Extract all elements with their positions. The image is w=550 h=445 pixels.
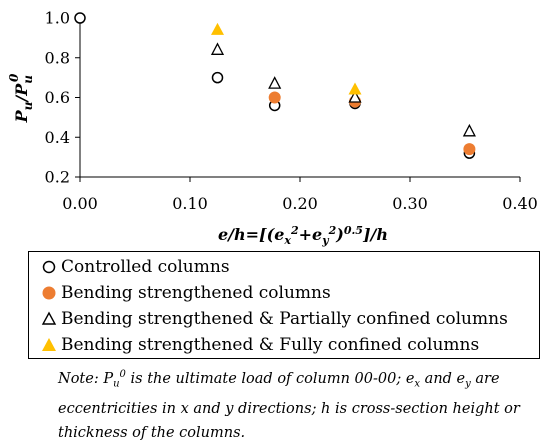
x-axis-title: e/h=[(ex2+ey2)0.5]/h <box>218 224 388 247</box>
legend-item-partially-confined: Bending strengthened & Partially confine… <box>29 306 539 332</box>
point-circle-filled <box>463 143 476 156</box>
point-triangle-open <box>348 90 362 103</box>
legend: Controlled columns Bending strengthened … <box>28 251 540 359</box>
point-circle-filled <box>268 91 281 104</box>
x-tick-labels: 0.00 0.10 0.20 0.30 0.40 <box>62 194 538 213</box>
x-tick-label: 0.00 <box>62 194 98 213</box>
x-tick-label: 0.10 <box>172 194 208 213</box>
y-axis-title: Pu/Pu0 <box>7 73 35 123</box>
legend-triangle-filled-icon <box>42 338 56 351</box>
x-tick-label: 0.30 <box>392 194 428 213</box>
point-circle-open <box>74 12 86 24</box>
point-triangle-open <box>268 76 282 89</box>
y-tick-label: 0.6 <box>45 88 70 107</box>
legend-label: Bending strengthened & Partially confine… <box>61 309 508 329</box>
legend-item-controlled: Controlled columns <box>29 254 539 280</box>
legend-item-bending: Bending strengthened columns <box>29 280 539 306</box>
legend-circle-open-icon <box>42 260 56 274</box>
y-tick-labels: 0.2 0.4 0.6 0.8 1.0 <box>45 9 70 187</box>
point-triangle-filled <box>211 22 224 35</box>
y-tick-label: 1.0 <box>45 9 70 28</box>
point-triangle-filled <box>348 82 362 95</box>
legend-circle-filled-icon <box>42 286 56 300</box>
point-triangle-open <box>210 42 225 55</box>
scatter-chart: 0.00 0.10 0.20 0.30 0.40 0.2 0.4 0.6 0.8 1.0 Pu/… <box>7 9 538 248</box>
legend-label: Bending strengthened & Fully confined co… <box>61 335 480 355</box>
axes <box>75 17 521 182</box>
y-tick-label: 0.2 <box>45 168 70 187</box>
y-tick-label: 0.8 <box>45 48 70 67</box>
figure-note: Note: Pu0 is the ultimate load of column… <box>58 369 520 441</box>
legend-item-fully-confined: Bending strengthened & Fully confined co… <box>29 332 539 358</box>
x-tick-label: 0.20 <box>282 194 318 213</box>
legend-label: Bending strengthened columns <box>61 283 331 303</box>
legend-label: Controlled columns <box>61 257 230 277</box>
legend-triangle-open-icon <box>41 311 57 325</box>
point-triangle-open <box>462 123 476 137</box>
point-circle-open <box>211 71 224 84</box>
x-tick-label: 0.40 <box>502 194 538 213</box>
data-points <box>74 12 476 159</box>
y-tick-label: 0.4 <box>45 128 70 147</box>
